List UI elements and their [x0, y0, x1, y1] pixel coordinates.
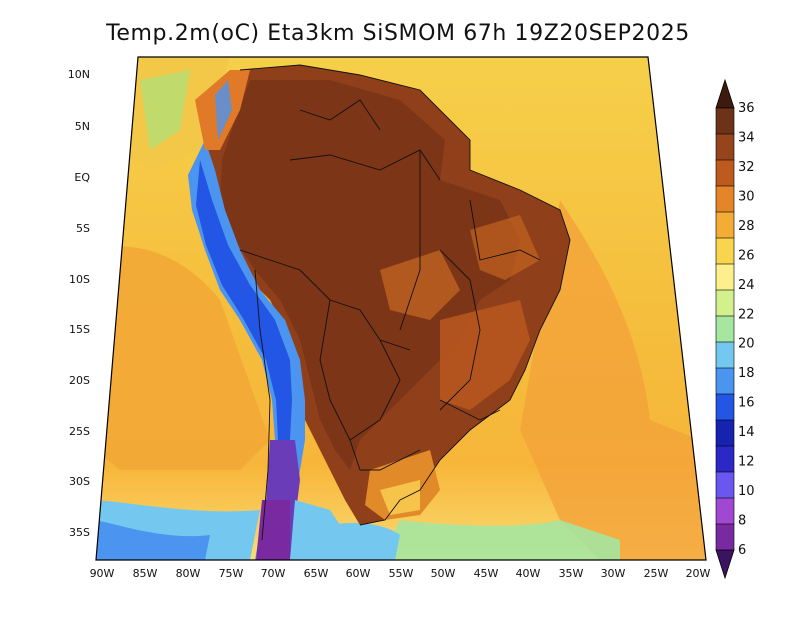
continent-hottest [220, 80, 520, 470]
lon-label-65w: 65W [304, 567, 329, 580]
colorbar-label: 6 [738, 543, 746, 558]
central-patch [380, 250, 460, 320]
lon-label-20w: 20W [686, 567, 711, 580]
colorbar-label: 34 [738, 130, 755, 145]
colorbar-label: 36 [738, 101, 755, 116]
pacific-green-patch [140, 70, 190, 150]
colorbar-block [715, 185, 735, 213]
south-atlantic-cool [380, 520, 620, 560]
colorbar-label: 16 [738, 396, 755, 411]
colorbar-block [715, 393, 735, 421]
lon-label-85w: 85W [133, 567, 158, 580]
colorbar-block [715, 133, 735, 161]
colorbar-label: 26 [738, 248, 755, 263]
colorbar-block [715, 523, 735, 551]
lon-label-35w: 35W [559, 567, 584, 580]
colombia-cold [215, 80, 232, 140]
colorbar-label: 28 [738, 219, 755, 234]
lon-label-60w: 60W [346, 567, 371, 580]
map-frame [95, 56, 707, 561]
colorbar-block [715, 315, 735, 343]
colorbar-label: 8 [738, 514, 746, 529]
lon-label-90w: 90W [90, 567, 115, 580]
patagonia-cool [290, 500, 350, 560]
colorbar-block [715, 289, 735, 317]
colorbar-block [715, 159, 735, 187]
latitude-axis: 10N 5N EQ 5S 10S 15S 20S 25S 30S 35S [68, 68, 91, 539]
temperature-field [96, 57, 706, 560]
colorbar-label: 32 [738, 160, 755, 175]
colorbar-block [715, 263, 735, 291]
colorbar-blocks [715, 78, 735, 580]
lat-label-20s: 20S [69, 374, 90, 387]
colorbar-label: 18 [738, 366, 755, 381]
colorbar-label: 10 [738, 484, 755, 499]
lon-label-80w: 80W [176, 567, 201, 580]
southeast-warm [440, 300, 530, 410]
southern-colder-band [96, 520, 210, 560]
lat-label-5n: 5N [75, 120, 90, 133]
patagonia-coldest [256, 500, 290, 560]
map-title: Temp.2m(oC) Eta3km SiSMOM 67h 19Z20SEP20… [105, 21, 690, 46]
lon-label-45w: 45W [474, 567, 499, 580]
colorbar-label: 14 [738, 425, 755, 440]
colorbar-block [715, 471, 735, 499]
colorbar-label: 12 [738, 455, 755, 470]
uruguay-cooler [380, 480, 420, 515]
colorbar-label: 30 [738, 189, 755, 204]
lat-label-25s: 25S [69, 425, 90, 438]
lat-label-eq: EQ [74, 171, 90, 184]
colorbar-block [715, 497, 735, 525]
lon-label-50w: 50W [431, 567, 456, 580]
lat-label-15s: 15S [69, 323, 90, 336]
pacific-warm-area [96, 246, 270, 470]
northeast-patch [470, 215, 540, 280]
colorbar: 36 34 32 30 28 26 24 22 20 18 16 14 12 10 8 6 [715, 78, 755, 580]
longitude-axis: 90W 85W 80W 75W 70W 65W 60W 55W 50W 45W … [90, 567, 711, 580]
lat-label-5s: 5S [76, 222, 90, 235]
colorbar-block [715, 341, 735, 369]
country-borders [239, 64, 571, 541]
lat-label-10s: 10S [69, 273, 90, 286]
colorbar-labels: 36 34 32 30 28 26 24 22 20 18 16 14 12 10 8 6 [738, 101, 755, 558]
lon-label-55w: 55W [389, 567, 414, 580]
colorbar-block [715, 445, 735, 473]
lon-label-25w: 25W [644, 567, 669, 580]
colorbar-label: 24 [738, 278, 755, 293]
lon-label-30w: 30W [601, 567, 626, 580]
lon-label-70w: 70W [261, 567, 286, 580]
lat-label-35s: 35S [69, 526, 90, 539]
lat-label-30s: 30S [69, 475, 90, 488]
colorbar-block [715, 419, 735, 447]
colorbar-label: 22 [738, 307, 755, 322]
andes-cold-core [196, 160, 292, 560]
lon-label-40w: 40W [516, 567, 541, 580]
colorbar-block [715, 107, 735, 135]
lon-label-75w: 75W [219, 567, 244, 580]
colorbar-label: 20 [738, 337, 755, 352]
colorbar-top-triangle [715, 78, 735, 109]
lat-label-10n: 10N [68, 68, 90, 81]
colorbar-block [715, 367, 735, 395]
colorbar-block [715, 237, 735, 265]
colorbar-block [715, 211, 735, 239]
colorbar-bottom-triangle [715, 549, 735, 580]
atlantic-warm-area [520, 200, 706, 560]
